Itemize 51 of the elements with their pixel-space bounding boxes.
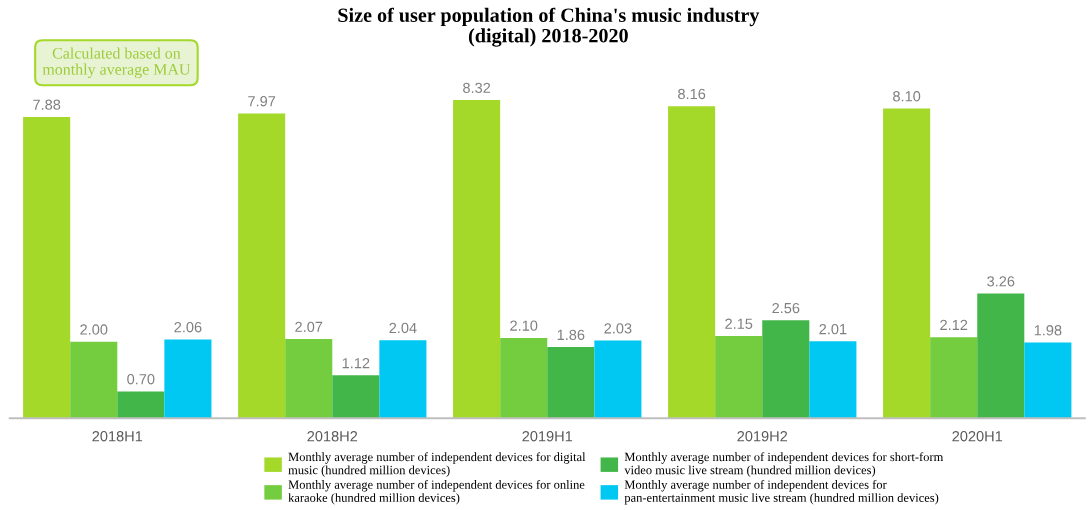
data-label: 1.12 (342, 358, 370, 369)
data-label: 1.98 (1034, 325, 1062, 336)
x-tick-label: 2019H1 (522, 431, 573, 442)
bar (285, 339, 333, 419)
bar (715, 335, 763, 419)
data-label: 2.07 (295, 321, 323, 332)
text: Calculated based on monthly average MAU (42, 47, 191, 79)
bar (500, 337, 548, 419)
bar (238, 113, 286, 419)
bar (1024, 342, 1072, 419)
data-label: 2.03 (604, 323, 632, 334)
data-label: 2.04 (389, 322, 417, 334)
chart-title: Size of user population of China's music industry (digital) 2018-2020 (338, 7, 760, 47)
bar (547, 347, 595, 419)
legend-label: Monthly average number of independent devices for digital music (hundred million devices) (288, 452, 586, 477)
bar (668, 106, 716, 419)
data-label: 2.00 (80, 324, 108, 335)
x-tick-label: 2018H1 (92, 431, 143, 442)
bar (762, 320, 810, 419)
legend-label: Monthly average number of independent devices for short-form video music live stream (hundred million devices) (624, 452, 944, 477)
x-tick-label: 2020H1 (952, 431, 1003, 442)
x-tick-label: 2018H2 (307, 431, 358, 442)
data-label: 7.97 (248, 96, 276, 107)
bar (164, 339, 212, 419)
data-label: 2.06 (174, 322, 202, 333)
data-label: 2.10 (510, 320, 538, 331)
bar (117, 391, 165, 419)
bar (379, 340, 427, 419)
bar (23, 116, 71, 419)
data-label: 2.56 (772, 302, 800, 314)
data-label: 8.32 (463, 82, 491, 94)
bar (883, 108, 931, 419)
data-label: 3.26 (987, 276, 1015, 287)
data-label: 8.16 (678, 88, 706, 100)
x-tick-label: 2019H2 (737, 431, 788, 442)
bar (70, 341, 118, 419)
bar (453, 100, 501, 419)
data-label: 7.88 (33, 99, 61, 110)
bar (930, 337, 978, 419)
bar (594, 340, 642, 419)
data-label: 2.15 (725, 318, 753, 329)
bar (977, 293, 1025, 419)
bar (332, 375, 380, 419)
bar (809, 341, 857, 419)
legend-label: Monthly average number of independent devices for online karaoke (hundred million devices) (288, 479, 585, 505)
legend-label: Monthly average number of independent devices for pan-entertainment music live stream (hundred million devices) (624, 479, 939, 505)
data-label: 2.12 (940, 319, 968, 330)
data-label: 2.01 (819, 323, 847, 335)
data-label: 1.86 (557, 329, 585, 341)
data-label: 8.10 (893, 91, 921, 102)
data-label: 0.70 (127, 374, 155, 385)
